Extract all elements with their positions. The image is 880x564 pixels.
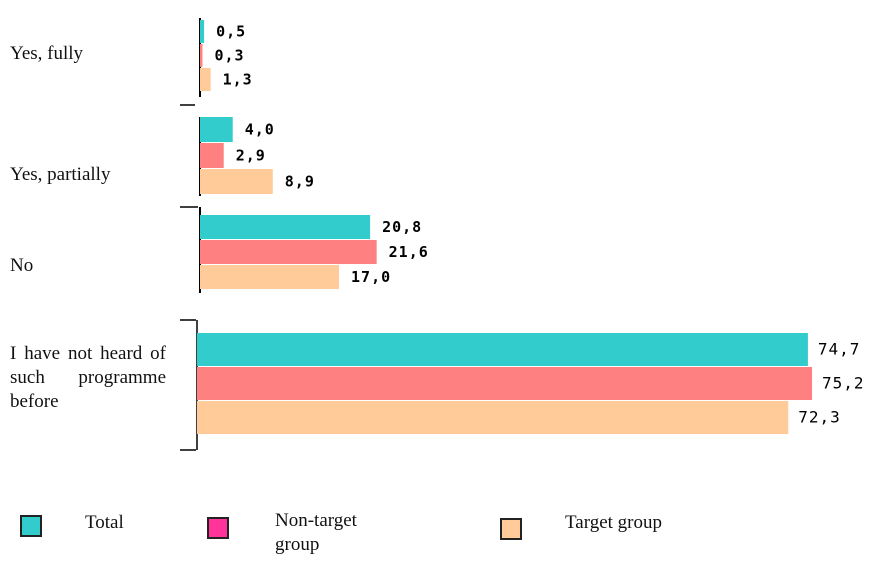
value-label: 4,0 — [245, 121, 275, 139]
category-label: I have not heard of such programme befor… — [10, 343, 166, 412]
category-label: No — [10, 255, 34, 276]
legend-label: Target group — [565, 512, 662, 533]
value-label: 2,9 — [236, 147, 266, 165]
bar — [200, 20, 205, 43]
bar — [197, 367, 812, 400]
legend-swatch — [500, 518, 522, 540]
value-label: 21,6 — [389, 243, 429, 261]
value-label: 0,5 — [216, 23, 246, 41]
bar — [200, 117, 233, 142]
bar — [200, 44, 203, 67]
legend-label: Non-target group — [275, 510, 357, 555]
bar — [200, 240, 377, 264]
bar — [200, 68, 211, 91]
value-label: 74,7 — [818, 340, 861, 359]
value-label: 1,3 — [223, 71, 253, 89]
bar — [197, 333, 808, 366]
legend-label: Total — [85, 512, 124, 533]
bar — [200, 169, 273, 194]
value-label: 20,8 — [382, 218, 422, 236]
value-label: 72,3 — [798, 408, 841, 427]
value-label: 8,9 — [285, 173, 315, 191]
value-label: 17,0 — [351, 268, 391, 286]
bar — [200, 143, 224, 168]
value-label: 0,3 — [214, 47, 244, 65]
bar — [200, 265, 340, 289]
category-label: Yes, fully — [10, 43, 84, 64]
bar — [200, 215, 371, 239]
legend-swatch — [20, 515, 42, 537]
category-label: Yes, partially — [10, 164, 111, 185]
legend-swatch — [207, 517, 229, 539]
value-label: 75,2 — [822, 374, 865, 393]
bar — [197, 401, 789, 434]
